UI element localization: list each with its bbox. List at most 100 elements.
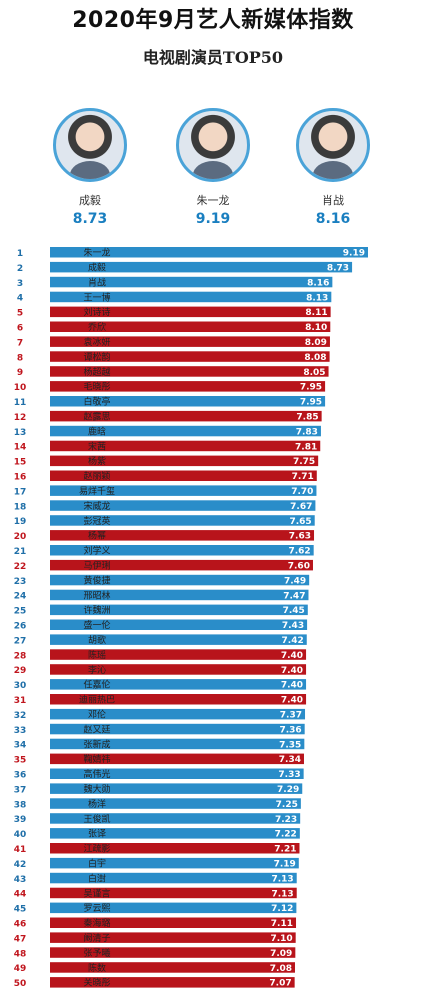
value-label: 7.25 xyxy=(276,800,298,810)
category-label: 张新成 xyxy=(83,738,110,750)
category-label: 黄俊捷 xyxy=(83,574,110,586)
category-label: 杨洋 xyxy=(88,798,106,810)
rank-label: 36 xyxy=(14,771,27,781)
value-label: 7.65 xyxy=(289,517,311,527)
bar xyxy=(50,738,305,750)
bar xyxy=(50,559,313,571)
value-label: 7.85 xyxy=(296,413,318,423)
category-label: 谭松韵 xyxy=(83,351,110,363)
rank-label: 50 xyxy=(14,979,27,989)
bar xyxy=(50,887,297,899)
podium-score: 8.16 xyxy=(315,211,351,227)
bar xyxy=(50,589,309,601)
bar xyxy=(50,261,353,273)
rank-label: 41 xyxy=(14,845,27,855)
category-label: 肖战 xyxy=(88,276,106,288)
rank-label: 45 xyxy=(14,905,27,915)
value-label: 7.10 xyxy=(270,934,292,944)
bar xyxy=(50,902,297,914)
value-label: 7.23 xyxy=(275,815,297,825)
rank-label: 13 xyxy=(14,428,27,438)
bar xyxy=(50,455,319,467)
bar xyxy=(50,545,314,556)
rank-label: 37 xyxy=(14,785,27,795)
bar xyxy=(50,857,299,869)
rank-label: 5 xyxy=(17,309,23,319)
page-title: 2020年9月艺人新媒体指数 xyxy=(72,8,354,33)
value-label: 7.33 xyxy=(278,770,300,780)
avatar xyxy=(53,108,127,182)
value-label: 7.40 xyxy=(281,651,303,661)
rank-label: 43 xyxy=(14,875,27,885)
bar xyxy=(50,917,297,928)
value-label: 7.40 xyxy=(281,666,303,676)
category-label: 陈数 xyxy=(88,962,106,974)
category-label: 白澍 xyxy=(88,872,106,884)
value-label: 9.19 xyxy=(343,249,365,259)
rank-label: 11 xyxy=(14,398,27,408)
bar xyxy=(50,321,331,332)
category-label: 杨紫 xyxy=(88,455,106,467)
avatar xyxy=(176,108,250,182)
bar xyxy=(50,753,304,765)
category-label: 陈瑶 xyxy=(88,649,106,661)
value-label: 7.62 xyxy=(288,547,310,557)
rank-label: 40 xyxy=(14,830,27,840)
bar xyxy=(50,694,307,705)
value-label: 7.40 xyxy=(281,696,303,706)
value-label: 7.08 xyxy=(270,964,292,974)
value-label: 8.09 xyxy=(305,338,327,348)
page-subtitle: 电视剧演员TOP50 xyxy=(142,48,284,67)
category-label: 白宇 xyxy=(88,858,106,870)
rank-label: 27 xyxy=(14,636,27,646)
bar xyxy=(50,723,305,735)
bar xyxy=(50,366,329,377)
value-label: 7.42 xyxy=(282,636,304,646)
bar xyxy=(50,708,306,720)
podium-first[interactable]: 朱一龙 9.19 xyxy=(165,108,261,228)
rank-label: 25 xyxy=(14,607,27,617)
ranking-bar-chart: 1 朱一龙 9.19 2 成毅 8.73 3 肖战 8.16 4 王一博 8.13 5 刘诗诗 8.11 6 乔… xyxy=(14,247,368,989)
value-label: 7.95 xyxy=(300,398,322,408)
value-label: 8.16 xyxy=(307,278,329,288)
value-label: 7.45 xyxy=(283,606,305,616)
podium-third[interactable]: 肖战 8.16 xyxy=(285,108,381,228)
category-label: 张予曦 xyxy=(83,947,110,959)
bar xyxy=(50,768,304,779)
value-label: 8.05 xyxy=(303,368,325,378)
category-label: 罗云熙 xyxy=(83,903,110,914)
category-label: 马伊琍 xyxy=(83,560,110,572)
value-label: 7.40 xyxy=(281,681,303,691)
bar xyxy=(50,291,332,303)
avatar xyxy=(296,108,370,182)
bar xyxy=(50,247,368,258)
category-label: 成毅 xyxy=(88,262,106,274)
rank-label: 32 xyxy=(14,711,27,721)
rank-label: 30 xyxy=(14,681,27,691)
bar xyxy=(50,410,322,422)
bar xyxy=(50,396,326,407)
podium-score: 9.19 xyxy=(195,211,231,227)
value-label: 8.10 xyxy=(305,323,327,333)
category-label: 刘诗诗 xyxy=(83,306,110,318)
bar xyxy=(50,604,308,616)
value-label: 7.43 xyxy=(282,621,304,631)
value-label: 7.19 xyxy=(274,860,296,870)
bar xyxy=(50,649,307,660)
rank-label: 42 xyxy=(14,860,27,870)
bar xyxy=(50,500,316,511)
podium-name: 肖战 xyxy=(322,194,344,207)
category-label: 毛晓彤 xyxy=(83,381,110,393)
rank-label: 16 xyxy=(14,473,27,483)
category-label: 邢昭林 xyxy=(83,589,110,601)
rank-label: 22 xyxy=(14,562,27,572)
bar xyxy=(50,276,333,288)
bar xyxy=(50,872,297,884)
rank-label: 29 xyxy=(14,666,27,676)
podium-second[interactable]: 成毅 8.73 xyxy=(42,108,138,228)
category-label: 宋茜 xyxy=(88,440,106,452)
rank-label: 48 xyxy=(14,949,27,959)
value-label: 8.08 xyxy=(304,353,326,363)
category-label: 鞠婧祎 xyxy=(83,753,110,765)
value-label: 7.83 xyxy=(296,427,318,437)
